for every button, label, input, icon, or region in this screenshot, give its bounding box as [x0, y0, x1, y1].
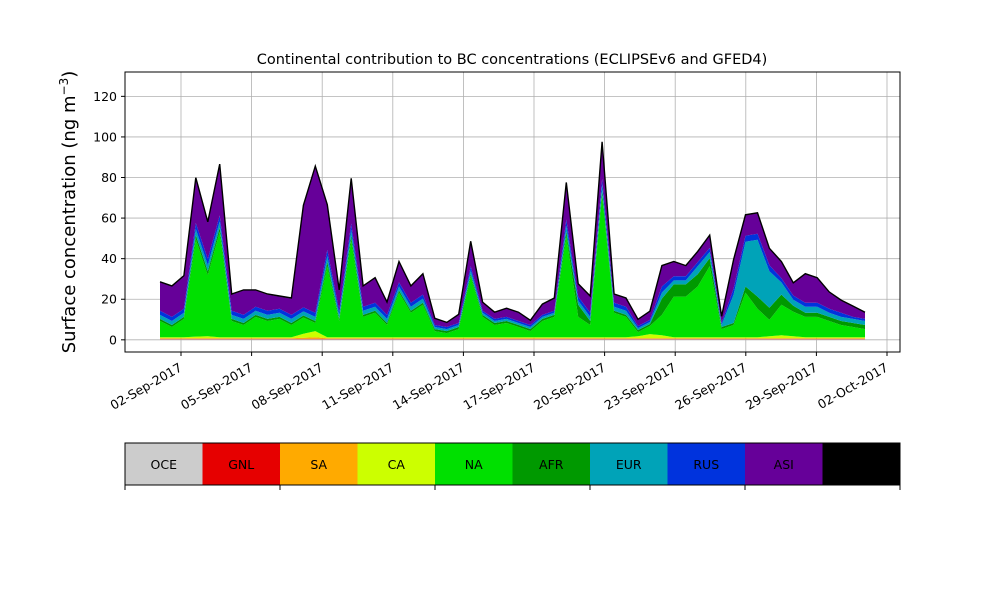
- x-tick-label-2: 08-Sep-2017: [249, 360, 326, 413]
- x-tick-label-0: 02-Sep-2017: [107, 360, 184, 413]
- x-tick-label-7: 23-Sep-2017: [602, 360, 679, 413]
- legend-swatch-rus: [667, 443, 745, 485]
- legend-swatch-asi: [745, 443, 823, 485]
- legend-label-afr: AFR: [539, 457, 564, 472]
- legend-label-gnl: GNL: [228, 457, 254, 472]
- legend-swatch-eur: [590, 443, 668, 485]
- legend-frame: [124, 442, 901, 486]
- legend-swatch-na: [435, 443, 513, 485]
- y-tick-label-1: 20: [101, 292, 117, 307]
- area-sa: [160, 337, 865, 339]
- stacked-areas: [160, 141, 865, 340]
- y-axis-label: Surface concentration (ng m−3): [57, 71, 80, 354]
- legend-swatch-gnl: [202, 443, 280, 485]
- x-tick-label-10: 02-Oct-2017: [815, 360, 891, 412]
- y-tick-label-0: 0: [109, 332, 117, 347]
- y-tick-label-3: 60: [101, 211, 117, 226]
- y-tick-label-5: 100: [93, 129, 117, 144]
- legend-label-rus: RUS: [693, 457, 719, 472]
- area-asi: [160, 142, 865, 327]
- plot-frame: [124, 71, 901, 353]
- x-tick-label-4: 14-Sep-2017: [390, 360, 467, 413]
- legend-label-eur: EUR: [616, 457, 642, 472]
- y-axis: 0 20 40 60 80 100 120: [93, 89, 125, 347]
- legend-swatch-afr: [512, 443, 590, 485]
- area-na: [160, 195, 865, 338]
- legend-swatch-sa: [280, 443, 358, 485]
- legend-colorbar: OCE GNL SA CA NA AFR EUR RUS ASI AUS: [124, 442, 901, 490]
- area-oce: [160, 339, 865, 340]
- legend-swatch-oce: [125, 443, 203, 485]
- x-tick-label-6: 20-Sep-2017: [531, 360, 608, 413]
- legend-label-ca: CA: [388, 457, 406, 472]
- legend-swatch-ca: [357, 443, 435, 485]
- y-tick-label-2: 40: [101, 251, 117, 266]
- x-tick-label-3: 11-Sep-2017: [319, 360, 396, 413]
- x-tick-label-8: 26-Sep-2017: [672, 360, 749, 413]
- legend-label-oce: OCE: [151, 457, 178, 472]
- y-tick-label-6: 120: [93, 89, 117, 104]
- y-tick-label-4: 80: [101, 170, 117, 185]
- legend-label-na: NA: [465, 457, 483, 472]
- x-tick-label-5: 17-Sep-2017: [460, 360, 537, 413]
- chart-title: Continental contribution to BC concentra…: [257, 52, 768, 68]
- x-axis: 02-Sep-201705-Sep-201708-Sep-201711-Sep-…: [107, 352, 891, 413]
- x-tick-label-9: 29-Sep-2017: [743, 360, 820, 413]
- legend-swatch-aus: [822, 443, 900, 485]
- total-line: [159, 141, 866, 324]
- legend-label-sa: SA: [310, 457, 327, 472]
- area-ca: [160, 331, 865, 339]
- legend-label-aus: AUS: [848, 457, 874, 472]
- x-tick-label-1: 05-Sep-2017: [178, 360, 255, 413]
- total-outline: [159, 141, 866, 324]
- legend-label-asi: ASI: [774, 457, 794, 472]
